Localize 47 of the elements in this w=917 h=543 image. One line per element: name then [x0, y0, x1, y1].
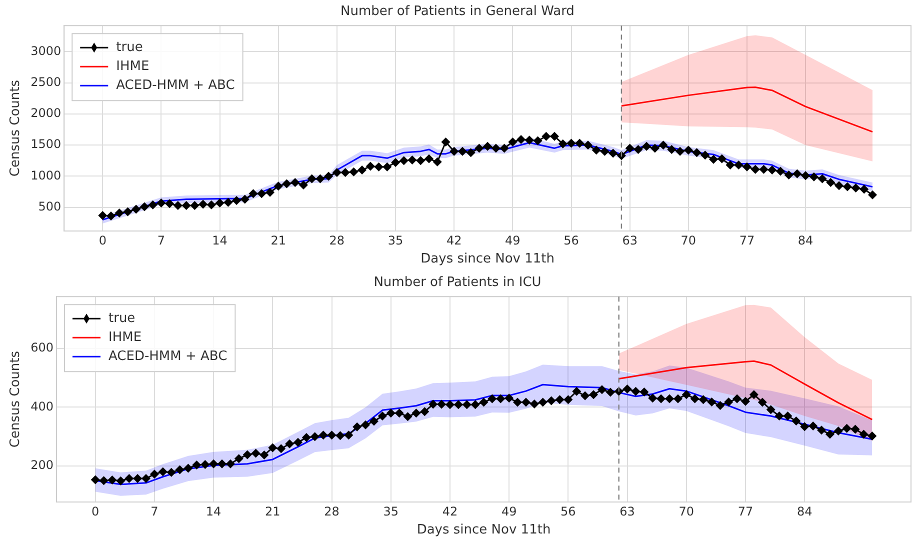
- y-tick-label: 500: [38, 199, 62, 214]
- x-tick-label: 14: [206, 504, 222, 518]
- legend-label: IHME: [116, 58, 150, 74]
- y-tick-label: 600: [30, 340, 54, 355]
- x-tick-label: 7: [157, 233, 166, 248]
- y-tick-label: 3000: [30, 44, 62, 58]
- x-tick-label: 49: [501, 504, 517, 518]
- x-tick-label: 28: [324, 504, 340, 518]
- y-tick-label: 2000: [30, 106, 62, 120]
- x-axis-title: Days since Nov 11th: [420, 252, 554, 267]
- x-tick-label: 63: [620, 504, 635, 518]
- x-tick-label: 63: [622, 233, 638, 248]
- y-tick-label: 1000: [30, 168, 62, 182]
- legend-label: true: [108, 310, 136, 326]
- y-tick-label: 400: [30, 399, 54, 414]
- y-tick-label: 200: [30, 458, 54, 472]
- x-tick-label: 56: [564, 233, 579, 248]
- x-tick-label: 21: [265, 504, 280, 518]
- x-tick-label: 42: [446, 233, 462, 248]
- x-axis-title: Days since Nov 11th: [416, 522, 551, 538]
- x-tick-label: 14: [212, 233, 228, 248]
- x-tick-label: 77: [738, 504, 754, 518]
- x-tick-label: 35: [388, 233, 404, 248]
- x-tick-label: 77: [739, 233, 755, 248]
- x-tick-label: 49: [505, 233, 520, 248]
- y-axis-title: Census Counts: [8, 350, 24, 448]
- x-tick-label: 0: [98, 233, 106, 248]
- x-tick-label: 21: [270, 233, 286, 248]
- y-axis-title: Census Counts: [8, 80, 24, 177]
- x-tick-label: 0: [92, 504, 100, 518]
- x-tick-label: 70: [678, 504, 694, 518]
- legend-label: true: [116, 40, 143, 55]
- x-tick-label: 84: [798, 233, 814, 248]
- legend-label: ACED-HMM + ABC: [108, 348, 228, 364]
- chart-title: Number of Patients in General Ward: [340, 4, 574, 20]
- x-tick-label: 70: [680, 233, 696, 248]
- y-tick-label: 2500: [30, 74, 62, 89]
- x-tick-label: 7: [150, 504, 158, 518]
- legend-label: IHME: [108, 330, 142, 345]
- x-tick-label: 84: [796, 504, 812, 518]
- x-tick-label: 56: [560, 504, 576, 518]
- x-tick-label: 42: [442, 504, 458, 518]
- x-tick-label: 35: [383, 504, 399, 518]
- y-tick-label: 1500: [30, 137, 62, 152]
- chart-title: Number of Patients in ICU: [374, 275, 542, 290]
- legend-label: ACED-HMM + ABC: [116, 78, 235, 93]
- x-tick-label: 28: [329, 233, 345, 248]
